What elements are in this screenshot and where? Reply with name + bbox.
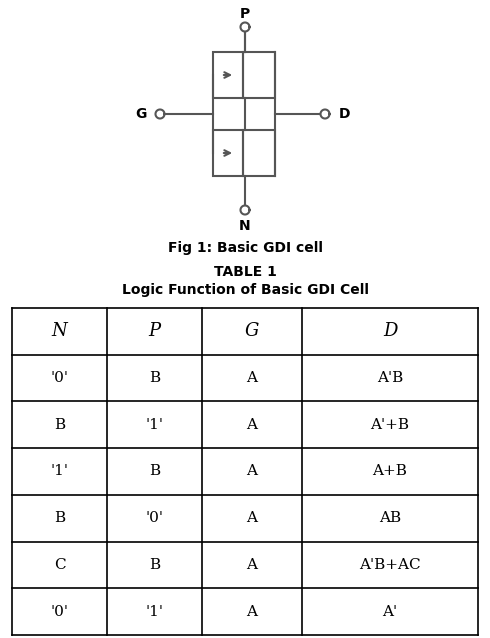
Text: A: A xyxy=(246,371,258,385)
Text: TABLE 1: TABLE 1 xyxy=(214,265,276,279)
Text: B: B xyxy=(54,511,65,525)
Text: P: P xyxy=(240,7,250,21)
Text: A'+B: A'+B xyxy=(370,418,410,432)
Text: B: B xyxy=(149,558,160,572)
Text: B: B xyxy=(149,371,160,385)
Text: A: A xyxy=(246,418,258,432)
Text: A: A xyxy=(246,605,258,619)
Text: A: A xyxy=(246,464,258,478)
Text: A'B: A'B xyxy=(377,371,403,385)
Text: A'B+AC: A'B+AC xyxy=(359,558,421,572)
Text: D: D xyxy=(338,107,350,121)
Bar xyxy=(243,52,275,98)
Text: AB: AB xyxy=(379,511,401,525)
Text: B: B xyxy=(149,464,160,478)
Text: B: B xyxy=(54,418,65,432)
Text: A+B: A+B xyxy=(372,464,408,478)
Text: Fig 1: Basic GDI cell: Fig 1: Basic GDI cell xyxy=(168,241,322,255)
Text: G: G xyxy=(135,107,147,121)
Text: '0': '0' xyxy=(50,605,69,619)
Text: '0': '0' xyxy=(146,511,164,525)
Text: '1': '1' xyxy=(146,418,164,432)
Text: Logic Function of Basic GDI Cell: Logic Function of Basic GDI Cell xyxy=(122,283,368,297)
Text: '1': '1' xyxy=(146,605,164,619)
Text: A: A xyxy=(246,511,258,525)
Bar xyxy=(213,130,243,176)
Text: C: C xyxy=(54,558,65,572)
Text: P: P xyxy=(148,322,161,340)
Text: G: G xyxy=(245,322,259,340)
Text: N: N xyxy=(51,322,68,340)
Text: A': A' xyxy=(382,605,397,619)
Text: '1': '1' xyxy=(50,464,69,478)
Bar xyxy=(213,52,243,98)
Bar xyxy=(243,130,275,176)
Text: D: D xyxy=(383,322,397,340)
Text: A: A xyxy=(246,558,258,572)
Text: '0': '0' xyxy=(50,371,69,385)
Text: N: N xyxy=(239,219,251,233)
